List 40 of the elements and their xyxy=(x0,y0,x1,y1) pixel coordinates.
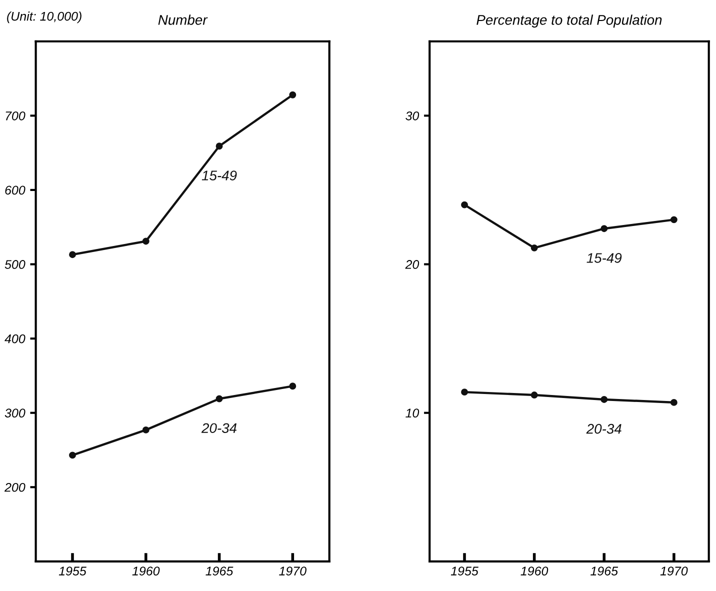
y-tick-label: 700 xyxy=(6,111,26,120)
y-tick-label: 200 xyxy=(4,482,26,492)
point xyxy=(530,392,538,398)
y-tick-label: 400 xyxy=(4,334,26,344)
point xyxy=(142,238,150,245)
x-tick-label: 1965 xyxy=(590,566,618,576)
x-tick-label: 1960 xyxy=(520,566,548,576)
point xyxy=(289,382,296,390)
x-tick-label: 1970 xyxy=(279,566,306,576)
y-tick-label: 500 xyxy=(4,260,26,269)
point xyxy=(670,216,678,224)
chart-title: Number xyxy=(158,14,208,25)
point xyxy=(530,244,538,252)
x-tick-label: 1955 xyxy=(450,566,478,576)
chart-title: Percentage to total Population xyxy=(476,14,662,28)
point xyxy=(216,395,223,402)
point xyxy=(461,388,468,396)
y-tick-label: 20 xyxy=(405,260,420,269)
series-label: 15-49 xyxy=(202,170,237,180)
series-label: 20-34 xyxy=(586,424,622,434)
point xyxy=(461,201,468,208)
x-tick-label: 1955 xyxy=(58,566,86,576)
point xyxy=(142,426,150,434)
x-tick-label: 1960 xyxy=(132,566,160,576)
point xyxy=(69,251,76,258)
point xyxy=(670,398,678,406)
point xyxy=(69,452,76,459)
x-tick-label: 1970 xyxy=(660,566,688,576)
y-tick-label: 10 xyxy=(406,408,420,418)
point xyxy=(600,396,608,403)
y-tick-label: 30 xyxy=(406,111,420,120)
y-tick-label: 600 xyxy=(5,186,26,195)
series-label: 20-34 xyxy=(201,423,237,434)
y-tick-label: 300 xyxy=(4,408,26,418)
point xyxy=(289,91,296,98)
y-axis-title: (Unit: 10,000) xyxy=(7,12,82,24)
series-label: 15-49 xyxy=(586,253,622,263)
point xyxy=(216,142,223,150)
x-tick-label: 1965 xyxy=(206,566,234,576)
point xyxy=(600,225,608,232)
